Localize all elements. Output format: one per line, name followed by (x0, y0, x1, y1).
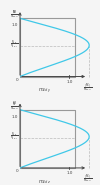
Text: 1.0: 1.0 (66, 80, 72, 84)
Text: $N$: $N$ (12, 99, 17, 106)
Text: $N$: $N$ (12, 8, 17, 15)
Text: $m_{Edz}$: $m_{Edz}$ (38, 178, 51, 185)
Text: $\frac{N_{Ed}}{N_{Rd,fi}}$: $\frac{N_{Ed}}{N_{Rd,fi}}$ (10, 130, 18, 142)
Text: 1.0: 1.0 (12, 23, 18, 27)
Text: $\frac{N_{Ed}}{N_{Rd,fi}}$: $\frac{N_{Ed}}{N_{Rd,fi}}$ (10, 38, 18, 51)
Text: 0: 0 (15, 78, 18, 82)
Text: $\frac{N}{N_{Rd,fi}}$: $\frac{N}{N_{Rd,fi}}$ (10, 101, 18, 113)
Text: $\frac{\langle M_J\rangle}{M_{Rd,fi}}$: $\frac{\langle M_J\rangle}{M_{Rd,fi}}$ (84, 81, 93, 94)
Text: 1.0: 1.0 (12, 115, 18, 119)
Text: 0: 0 (15, 169, 18, 173)
Text: $\frac{\langle M_J\rangle}{M_{Rd,fi}}$: $\frac{\langle M_J\rangle}{M_{Rd,fi}}$ (84, 172, 93, 185)
Text: $m_{Edy}$: $m_{Edy}$ (38, 87, 51, 96)
Text: $\frac{N}{N_{Rd,fi}}$: $\frac{N}{N_{Rd,fi}}$ (10, 10, 18, 21)
Text: 1.0: 1.0 (66, 171, 72, 175)
